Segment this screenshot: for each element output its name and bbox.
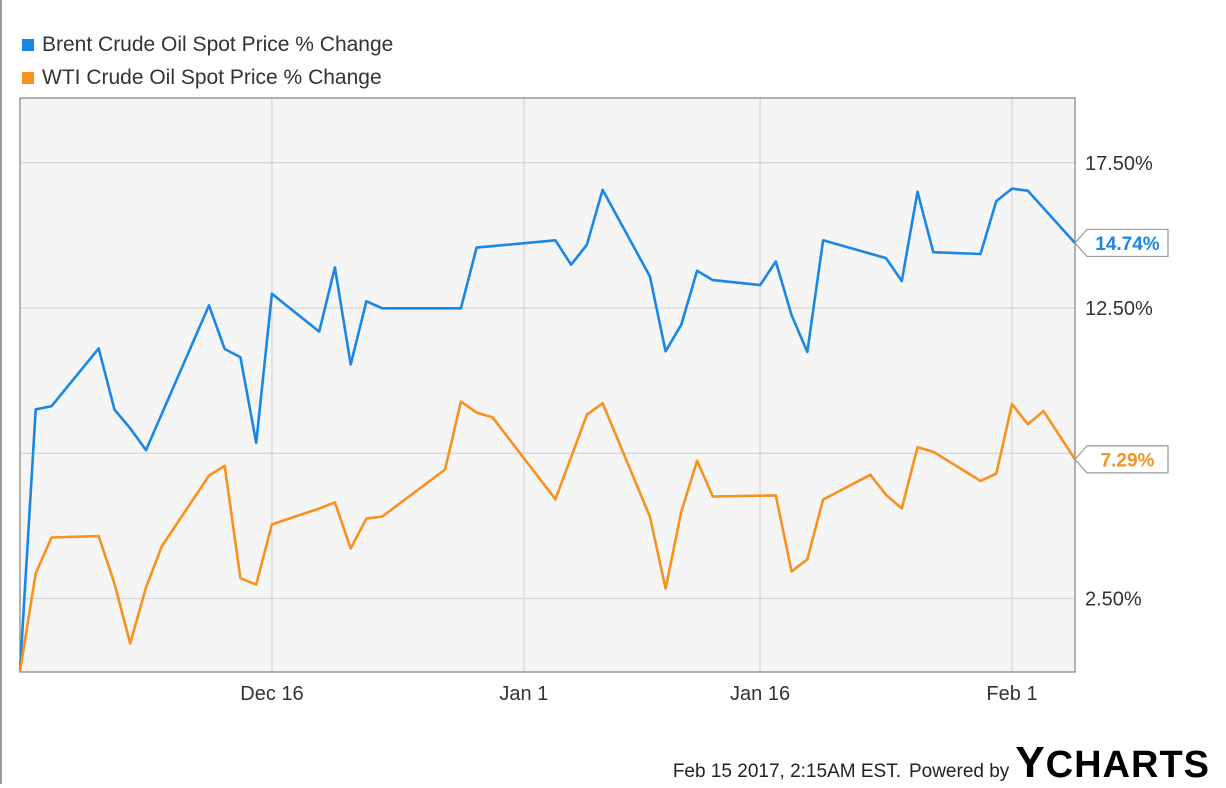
series-line-wti <box>18 400 1077 672</box>
legend-entry-brent[interactable]: Brent Crude Oil Spot Price % Change <box>22 28 393 61</box>
ycharts-logo[interactable]: YCHARTS <box>1015 738 1210 788</box>
chart-legend: Brent Crude Oil Spot Price % Change WTI … <box>22 28 393 94</box>
ycharts-logo-rest: CHARTS <box>1045 744 1210 786</box>
chart-footer: Feb 15 2017, 2:15AM EST. Powered by YCHA… <box>673 738 1210 788</box>
plot-area <box>20 98 1075 672</box>
x-tick-label-0: Dec 16 <box>240 683 303 705</box>
legend-entry-wti[interactable]: WTI Crude Oil Spot Price % Change <box>22 61 393 94</box>
ycharts-logo-initial: Y <box>1015 738 1046 787</box>
legend-swatch-wti <box>22 71 34 84</box>
page-left-border <box>0 0 2 784</box>
legend-label-wti: WTI Crude Oil Spot Price % Change <box>42 65 382 89</box>
y-tick-label-0: 2.50% <box>1085 589 1142 611</box>
footer-timestamp: Feb 15 2017, 2:15AM EST. <box>672 761 901 782</box>
series-line-brent <box>18 187 1076 672</box>
end-label-box-wti <box>1074 445 1169 474</box>
x-tick-label-3: Feb 1 <box>986 683 1037 705</box>
y-tick-label-2: 12.50% <box>1085 298 1153 320</box>
plot-border <box>19 97 1076 673</box>
x-tick-label-2: Jan 16 <box>730 683 790 705</box>
footer-powered-by: Powered by <box>908 761 1010 782</box>
legend-swatch-brent <box>22 38 34 51</box>
end-label-wti: 7.29% <box>1101 450 1155 471</box>
legend-label-brent: Brent Crude Oil Spot Price % Change <box>42 32 394 56</box>
x-tick-label-1: Jan 1 <box>499 683 548 705</box>
end-label-brent: 14.74% <box>1095 234 1160 255</box>
y-tick-label-3: 17.50% <box>1085 153 1153 175</box>
end-label-box-brent <box>1074 228 1169 258</box>
